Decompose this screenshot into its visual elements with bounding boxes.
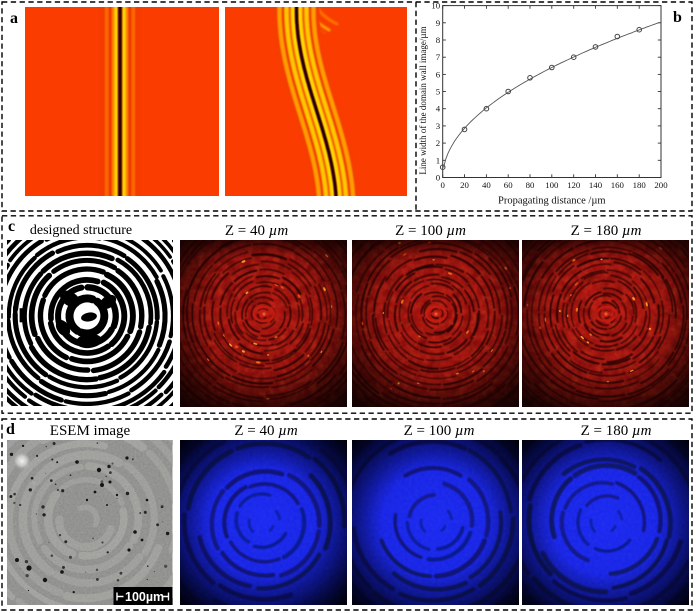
svg-text:0: 0 (440, 180, 445, 190)
svg-text:9: 9 (436, 18, 441, 28)
svg-text:8: 8 (436, 35, 441, 45)
svg-text:140: 140 (589, 180, 603, 190)
svg-text:1: 1 (436, 155, 440, 165)
svg-text:40: 40 (482, 180, 491, 190)
svg-text:7: 7 (436, 52, 441, 62)
svg-text:160: 160 (611, 180, 625, 190)
svg-text:100µm: 100µm (125, 590, 164, 604)
svg-text:60: 60 (504, 180, 513, 190)
svg-text:3: 3 (436, 121, 441, 131)
svg-text:0: 0 (436, 173, 441, 183)
svg-text:80: 80 (526, 180, 535, 190)
svg-text:Line width of the domain wall: Line width of the domain wall image/µm (418, 26, 428, 174)
svg-text:6: 6 (436, 69, 441, 79)
svg-text:200: 200 (654, 180, 668, 190)
svg-text:20: 20 (460, 180, 469, 190)
svg-text:120: 120 (567, 180, 581, 190)
svg-text:180: 180 (633, 180, 647, 190)
svg-text:4: 4 (436, 104, 441, 114)
svg-text:Propagating distance /µm: Propagating distance /µm (498, 196, 606, 207)
svg-text:10: 10 (431, 2, 440, 11)
svg-text:2: 2 (436, 138, 440, 148)
svg-text:5: 5 (436, 87, 441, 97)
svg-text:100: 100 (545, 180, 559, 190)
